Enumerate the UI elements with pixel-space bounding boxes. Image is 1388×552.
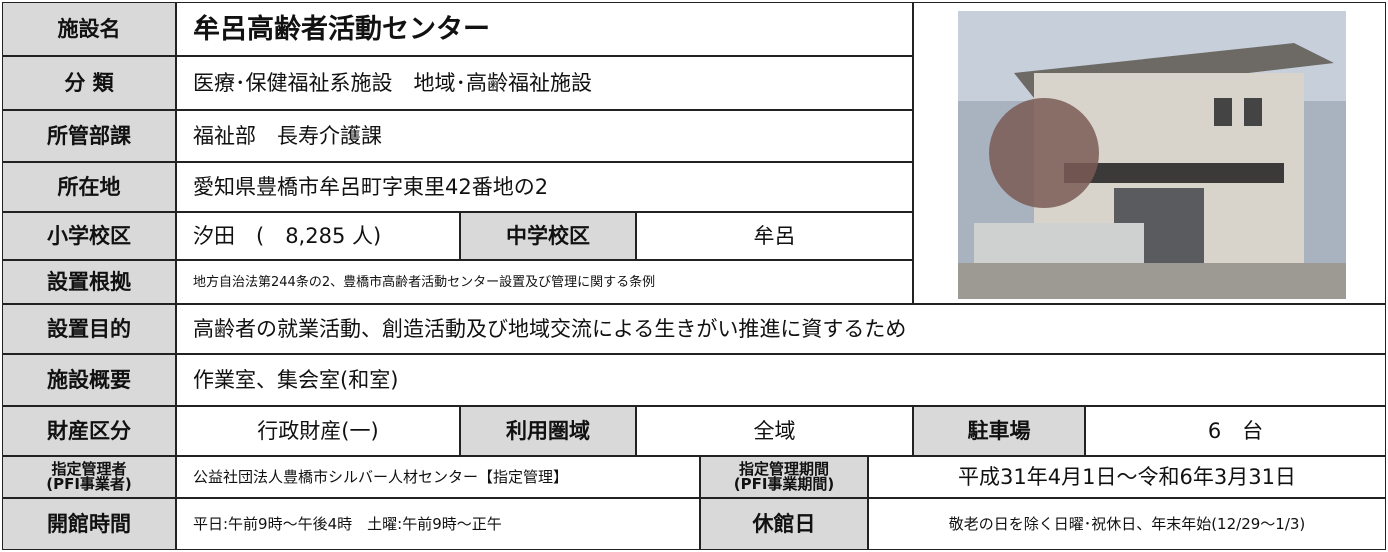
field-label: 施設概要: [2, 354, 176, 406]
field-value: 平成31年4月1日～令和6年3月31日: [868, 456, 1386, 498]
field-label: 小学校区: [2, 212, 176, 260]
field-label: 財産区分: [2, 406, 176, 456]
field-value: 福祉部 長寿介護課: [176, 110, 913, 162]
field-value: 行政財産(一): [176, 406, 460, 456]
field-label: 中学校区: [460, 212, 636, 260]
field-label: 指定管理期間 (PFI事業期間): [700, 456, 868, 498]
field-label: 分 類: [2, 56, 176, 110]
field-label: 指定管理者 (PFI事業者): [2, 456, 176, 498]
field-label: 利用圏域: [460, 406, 636, 456]
field-value: 6 台: [1085, 406, 1386, 456]
field-label: 所在地: [2, 162, 176, 212]
field-label: 駐車場: [913, 406, 1085, 456]
field-value: 医療･保健福祉系施設 地域･高齢福祉施設: [176, 56, 913, 110]
field-label: 休館日: [700, 498, 868, 550]
facility-photo: [913, 2, 1386, 304]
field-value: 敬老の日を除く日曜･祝休日、年末年始(12/29～1/3): [868, 498, 1386, 550]
field-value: 全域: [636, 406, 913, 456]
field-value: 地方自治法第244条の2、豊橋市高齢者活動センター設置及び管理に関する条例: [176, 260, 913, 304]
field-value: 高齢者の就業活動、創造活動及び地域交流による生きがい推進に資するため: [176, 304, 1386, 354]
photo-image: [914, 3, 1384, 302]
field-value: 汐田 ( 8,285 人): [176, 212, 460, 260]
field-value: 愛知県豊橋市牟呂町字東里42番地の2: [176, 162, 913, 212]
field-value: 平日:午前9時～午後4時 土曜:午前9時～正午: [176, 498, 700, 550]
field-label: 施設名: [2, 2, 176, 56]
field-value: 牟呂高齢者活動センター: [176, 2, 913, 56]
field-label: 設置根拠: [2, 260, 176, 304]
field-value: 公益社団法人豊橋市シルバー人材センター【指定管理】: [176, 456, 700, 498]
field-label: 所管部課: [2, 110, 176, 162]
field-label: 開館時間: [2, 498, 176, 550]
field-label: 設置目的: [2, 304, 176, 354]
field-value: 牟呂: [636, 212, 913, 260]
field-value: 作業室、集会室(和室): [176, 354, 1386, 406]
